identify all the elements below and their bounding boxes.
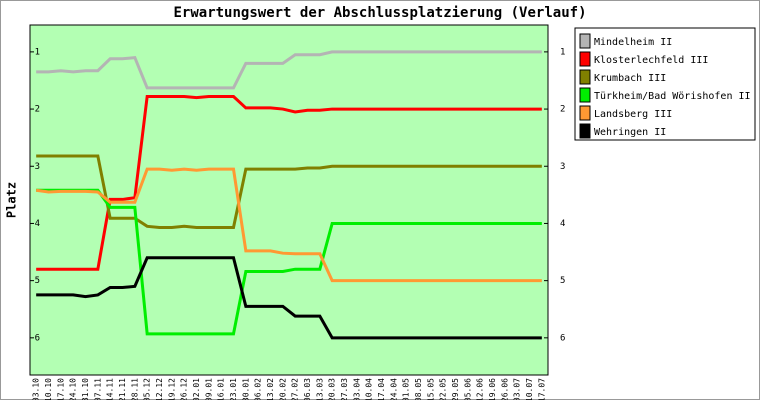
legend-label: Klosterlechfeld III — [594, 55, 708, 66]
x-tick-label: 02.01 — [192, 378, 201, 400]
x-tick-label: 21.11 — [118, 378, 127, 400]
x-tick-label: 28.11 — [130, 378, 139, 400]
legend-swatch — [579, 87, 591, 103]
x-tick-label: 13.03 — [315, 378, 324, 400]
y-tick-label: 2 — [35, 105, 40, 115]
x-tick-label: 20.02 — [278, 378, 287, 400]
series-line — [35, 167, 542, 283]
y-tick-label-right: 5 — [560, 276, 565, 286]
y-tick-label-right: 6 — [560, 333, 565, 343]
x-tick-label: 01.05 — [402, 378, 411, 400]
chart-title: Erwartungswert der Abschlussplatzierung … — [173, 5, 586, 21]
series-line — [36, 50, 542, 90]
x-tick-label: 05.06 — [463, 378, 472, 400]
legend — [574, 27, 756, 141]
y-tick-label: 5 — [35, 276, 40, 286]
y-tick-label-right: 3 — [560, 162, 565, 172]
x-tick-label: 30.01 — [241, 378, 250, 400]
x-tick-label: 31.10 — [81, 378, 90, 400]
legend-label: Mindelheim II — [594, 37, 672, 48]
y-tick-label: 6 — [35, 333, 40, 343]
x-tick-label: 14.11 — [106, 378, 115, 400]
legend-swatch — [579, 51, 591, 67]
x-tick-label: 12.12 — [155, 378, 164, 400]
series-line — [36, 256, 542, 340]
x-tick-label: 24.04 — [389, 378, 398, 400]
x-tick-label: 13.02 — [266, 378, 275, 400]
legend-label: Krumbach III — [594, 73, 666, 84]
x-tick-label: 26.06 — [500, 378, 509, 400]
series-line — [36, 154, 542, 229]
y-tick-label-right: 4 — [560, 219, 565, 229]
x-tick-label: 10.04 — [365, 378, 374, 400]
y-tick-label: 4 — [35, 219, 40, 229]
x-tick-label: 10.10 — [44, 378, 53, 400]
x-tick-label: 27.02 — [291, 378, 300, 400]
legend-label: Landsberg III — [594, 109, 672, 120]
x-tick-label: 17.10 — [56, 378, 65, 400]
x-tick-label: 12.06 — [476, 378, 485, 400]
x-tick-label: 03.04 — [352, 378, 361, 400]
x-tick-label: 19.06 — [488, 378, 497, 400]
y-tick-label: 3 — [35, 162, 40, 172]
x-tick-label: 23.01 — [229, 378, 238, 400]
x-tick-label: 03.07 — [513, 378, 522, 400]
x-tick-label: 17.07 — [537, 378, 546, 400]
y-tick-label-right: 1 — [560, 47, 565, 57]
x-tick-label: 06.02 — [254, 378, 263, 400]
legend-swatch — [579, 123, 591, 139]
x-tick-label: 24.10 — [69, 378, 78, 400]
x-tick-label: 03.10 — [32, 378, 41, 400]
y-tick-label: 1 — [35, 47, 40, 57]
x-tick-label: 06.03 — [303, 378, 312, 400]
x-tick-label: 26.12 — [180, 378, 189, 400]
x-tick-label: 08.05 — [414, 378, 423, 400]
x-tick-label: 15.05 — [426, 378, 435, 400]
x-tick-label: 29.05 — [451, 378, 460, 400]
x-tick-label: 22.05 — [439, 378, 448, 400]
legend-swatch — [579, 105, 591, 121]
legend-label: Wehringen II — [594, 127, 666, 138]
x-tick-label: 09.01 — [204, 378, 213, 400]
x-tick-label: 16.01 — [217, 378, 226, 400]
series-line — [36, 188, 542, 336]
series-line — [36, 94, 542, 271]
x-tick-label: 05.12 — [143, 378, 152, 400]
x-tick-label: 10.07 — [525, 378, 534, 400]
y-tick-label-right: 2 — [560, 105, 565, 115]
x-tick-label: 19.12 — [167, 378, 176, 400]
x-tick-label: 17.04 — [377, 378, 386, 400]
legend-swatch — [579, 69, 591, 85]
x-tick-label: 27.03 — [340, 378, 349, 400]
legend-swatch — [579, 33, 591, 49]
y-axis-label: Platz — [5, 182, 19, 218]
legend-label: Türkheim/Bad Wörishofen II — [594, 91, 751, 102]
x-tick-label: 07.11 — [93, 378, 102, 400]
x-tick-label: 20.03 — [328, 378, 337, 400]
